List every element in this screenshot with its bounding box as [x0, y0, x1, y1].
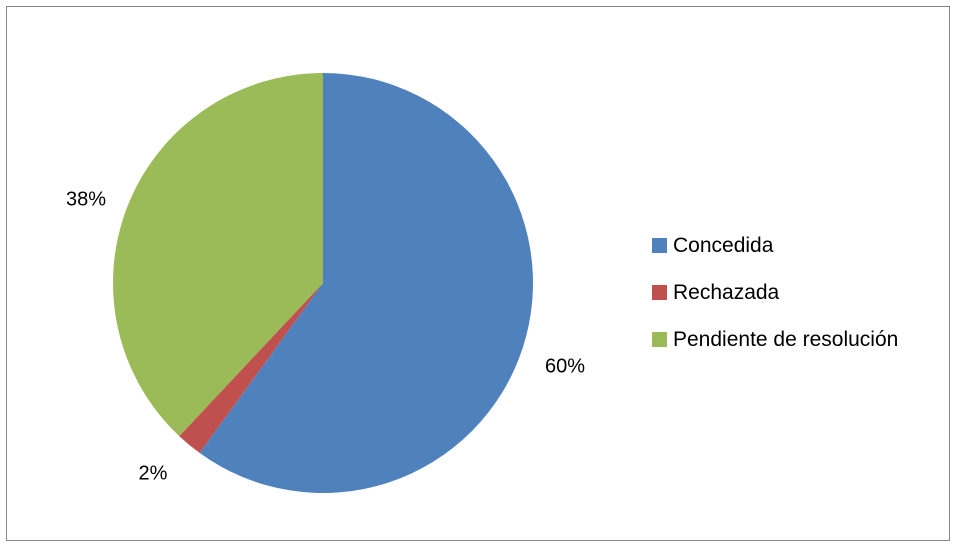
legend-label-rechazada: Rechazada: [673, 280, 780, 304]
legend-swatch-pendiente: [652, 332, 667, 347]
legend-item-concedida: Concedida: [652, 222, 898, 269]
legend-label-concedida: Concedida: [673, 233, 774, 257]
data-label-0: 60%: [545, 355, 585, 377]
pie-slice-2: [113, 73, 323, 437]
pie-slice-0: [199, 73, 533, 493]
legend-item-pendiente: Pendiente de resolución: [652, 316, 898, 363]
data-label-1: 2%: [139, 462, 168, 484]
legend-item-rechazada: Rechazada: [652, 269, 898, 316]
data-label-2: 38%: [66, 188, 106, 210]
legend-swatch-rechazada: [652, 285, 667, 300]
pie-slice-1: [179, 283, 323, 453]
legend: Concedida Rechazada Pendiente de resoluc…: [652, 222, 898, 363]
legend-swatch-concedida: [652, 238, 667, 253]
legend-label-pendiente: Pendiente de resolución: [673, 327, 899, 351]
